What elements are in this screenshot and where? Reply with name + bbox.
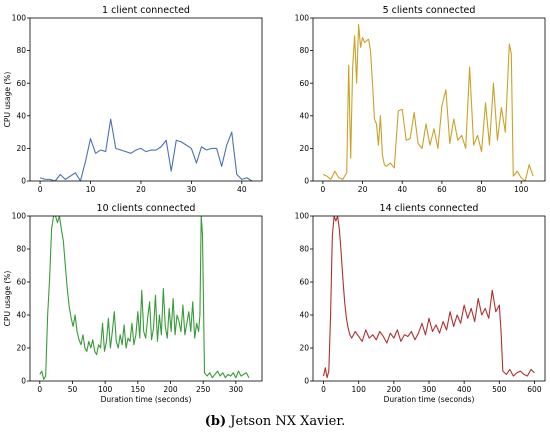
y-tick-label: 80: [299, 245, 309, 254]
x-tick-label: 250: [196, 385, 211, 394]
x-tick-label: 150: [131, 385, 146, 394]
x-tick-label: 40: [237, 185, 247, 194]
y-tick-label: 40: [16, 111, 26, 120]
x-tick-label: 100: [514, 185, 529, 194]
axes-frame: [29, 215, 263, 382]
y-tick-label: 100: [12, 14, 27, 23]
chart-panel-4: 0 100 200 300 400 500 600 0 20 40 60 80 100 14 client…: [295, 203, 546, 404]
y-tick-label: 0: [304, 177, 309, 186]
chart-title: 5 clients connected: [383, 5, 476, 16]
x-tick-label: 300: [229, 385, 244, 394]
x-tick-label: 0: [38, 185, 43, 194]
x-tick-label: 0: [321, 185, 326, 194]
caption-label: (b): [204, 414, 227, 429]
x-tick-label: 80: [477, 185, 487, 194]
series-line-4-1: [323, 216, 535, 379]
figure-caption: (b) Jetson NX Xavier.: [0, 414, 550, 429]
x-tick-label: 0: [321, 385, 326, 394]
y-tick-label: 20: [16, 144, 26, 153]
x-tick-label: 400: [457, 385, 472, 394]
y-tick-label: 40: [299, 311, 309, 320]
x-tick-label: 0: [37, 385, 42, 394]
y-tick-label: 0: [21, 377, 26, 386]
y-tick-label: 20: [299, 344, 309, 353]
y-tick-label: 80: [299, 46, 309, 55]
axes-frame: [312, 215, 546, 382]
axes-frame: [29, 17, 263, 182]
x-axis-label: Duration time (seconds): [101, 395, 192, 404]
x-tick-label: 100: [98, 385, 113, 394]
x-axis-label: Duration time (seconds): [384, 395, 475, 404]
y-tick-label: 0: [304, 377, 309, 386]
chart-title: 14 clients connected: [380, 203, 479, 214]
caption-text: Jetson NX Xavier.: [230, 414, 346, 429]
series-line-2-1: [322, 23, 534, 181]
x-tick-label: 200: [163, 385, 178, 394]
x-tick-label: 20: [358, 185, 368, 194]
y-tick-label: 100: [295, 212, 310, 221]
y-tick-label: 0: [21, 177, 26, 186]
x-tick-label: 30: [187, 185, 197, 194]
x-tick-label: 500: [492, 385, 507, 394]
y-axis-label: CPU usage (%): [3, 72, 12, 128]
y-tick-label: 80: [16, 245, 26, 254]
y-tick-label: 100: [295, 14, 310, 23]
y-axis-label: CPU usage (%): [3, 271, 12, 327]
x-tick-label: 40: [397, 185, 407, 194]
y-tick-label: 40: [16, 311, 26, 320]
chart-title: 1 client connected: [102, 5, 190, 16]
x-tick-label: 200: [387, 385, 402, 394]
chart-title: 10 clients connected: [97, 203, 196, 214]
y-tick-label: 60: [299, 79, 309, 88]
y-tick-label: 20: [299, 144, 309, 153]
y-tick-label: 20: [16, 344, 26, 353]
y-tick-label: 60: [299, 278, 309, 287]
chart-panel-1: 0 10 20 30 40 0 20 40 60 80 100 1 client connected C…: [3, 5, 263, 194]
axes-frame: [312, 17, 546, 182]
x-tick-label: 300: [422, 385, 437, 394]
series-line-3-1: [39, 216, 250, 380]
y-tick-label: 80: [16, 46, 26, 55]
x-tick-label: 50: [68, 385, 78, 394]
y-tick-label: 40: [299, 111, 309, 120]
chart-panel-3: 0 50 100 150 200 250 300 0 20 40 60 80 100 10 clients…: [3, 203, 263, 404]
y-tick-label: 60: [16, 278, 26, 287]
x-tick-label: 60: [437, 185, 447, 194]
chart-panel-2: 0 20 40 60 80 100 0 20 40 60 80 100 5 clients connec…: [295, 5, 546, 194]
x-tick-label: 100: [352, 385, 367, 394]
series-line-1-1: [39, 118, 253, 181]
y-tick-label: 60: [16, 79, 26, 88]
x-tick-label: 600: [527, 385, 542, 394]
y-tick-label: 100: [12, 212, 27, 221]
x-tick-label: 10: [86, 185, 96, 194]
x-tick-label: 20: [136, 185, 146, 194]
